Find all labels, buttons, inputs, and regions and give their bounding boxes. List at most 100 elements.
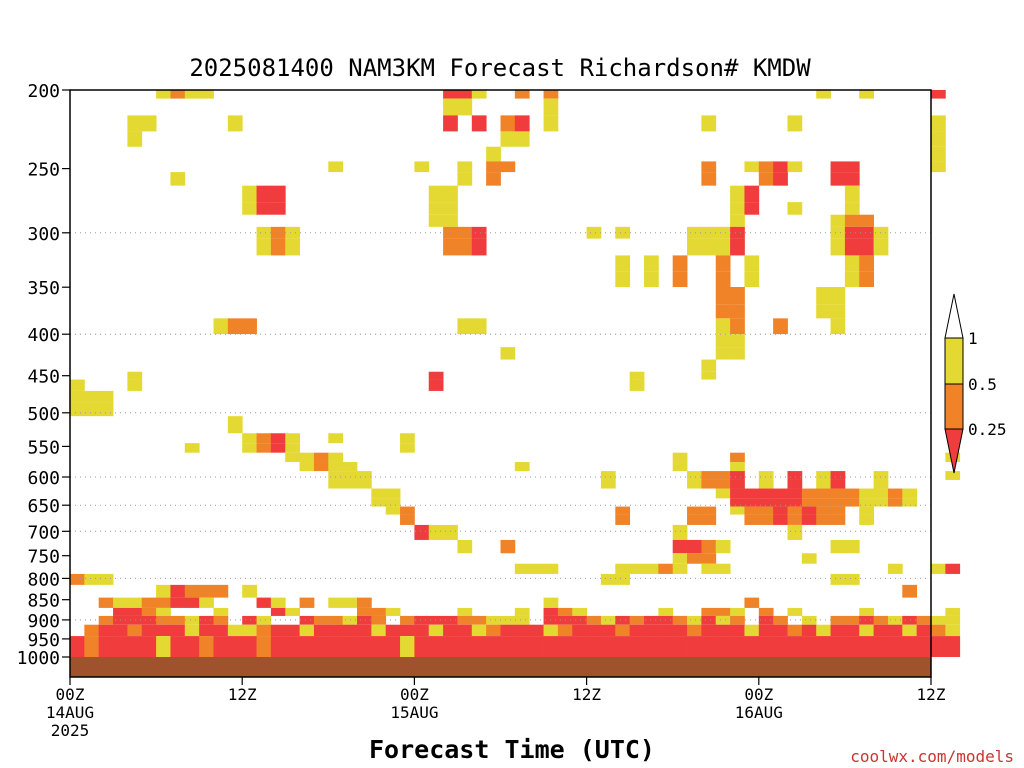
ri-cell xyxy=(687,514,702,525)
ri-cell xyxy=(701,161,717,173)
ri-cell xyxy=(715,255,731,272)
ri-cell xyxy=(830,318,846,335)
ri-cell xyxy=(787,202,803,215)
ri-cell xyxy=(414,636,430,657)
ri-cell xyxy=(385,498,401,507)
ri-cell xyxy=(457,238,473,256)
ri-cell xyxy=(687,636,702,657)
ri-cell xyxy=(127,371,143,380)
ri-cell xyxy=(644,563,659,574)
ri-cell xyxy=(701,539,717,554)
ri-cell xyxy=(887,488,903,499)
ri-cell xyxy=(514,131,530,147)
ri-cell xyxy=(730,462,745,472)
ri-cell xyxy=(199,636,214,657)
ri-cell xyxy=(313,462,329,472)
ri-cell xyxy=(557,607,573,616)
ri-cell xyxy=(715,539,731,554)
ri-cell xyxy=(658,607,674,616)
ri-cell xyxy=(830,514,846,525)
ri-cell xyxy=(687,624,702,637)
ri-cell xyxy=(357,615,372,625)
ground-layer xyxy=(70,657,931,677)
ri-cell xyxy=(443,90,458,99)
ri-cell xyxy=(801,615,817,625)
ri-cell xyxy=(859,498,874,507)
ri-cell xyxy=(486,172,501,186)
ri-cell xyxy=(256,202,272,215)
ri-cell xyxy=(844,238,860,256)
ri-cell xyxy=(70,390,85,403)
ri-cell xyxy=(457,624,473,637)
ri-cell xyxy=(844,226,860,239)
ri-cell xyxy=(830,479,846,489)
ri-cell xyxy=(701,115,717,132)
ri-cell xyxy=(600,636,616,657)
x-tick-label: 2025 xyxy=(51,721,90,740)
ri-cell xyxy=(715,624,731,637)
ri-cell xyxy=(586,624,602,637)
ri-cell xyxy=(270,433,286,444)
ri-cell xyxy=(414,524,430,540)
ri-cell xyxy=(328,433,344,444)
ri-cell xyxy=(127,636,143,657)
ri-cell xyxy=(787,524,803,540)
ri-cell xyxy=(931,115,946,132)
ri-cell xyxy=(227,115,243,132)
ri-cell xyxy=(84,624,100,637)
ri-cell xyxy=(385,607,401,616)
ri-cell xyxy=(357,471,372,480)
ri-cell xyxy=(873,479,889,489)
ri-cell xyxy=(701,172,717,186)
ri-cell xyxy=(715,287,731,305)
ri-cell xyxy=(400,506,415,515)
ri-cell xyxy=(945,624,961,637)
ri-cell xyxy=(600,615,616,625)
ri-cell xyxy=(184,624,200,637)
ri-cell xyxy=(730,202,745,215)
ri-cell xyxy=(830,498,846,507)
ri-cell xyxy=(730,238,745,256)
ri-cell xyxy=(113,597,128,608)
ri-cell xyxy=(615,514,631,525)
ri-cell xyxy=(342,597,358,608)
ri-cell xyxy=(615,573,631,585)
y-tick-label: 850 xyxy=(27,591,60,612)
ri-cell xyxy=(701,479,717,489)
ri-cell xyxy=(629,624,645,637)
ri-cell xyxy=(543,607,559,616)
y-tick-label: 950 xyxy=(27,630,60,651)
ri-cell xyxy=(830,624,846,637)
ri-cell xyxy=(227,416,243,434)
ri-cell xyxy=(830,304,846,319)
ri-cell xyxy=(730,334,745,348)
ri-cell xyxy=(357,597,372,608)
ri-cell xyxy=(902,498,918,507)
ri-cell xyxy=(687,226,702,239)
y-axis: 200 250 300 350 400 450 500 550 600 650 700 7508008… xyxy=(17,81,70,669)
ri-cell xyxy=(730,471,745,480)
ri-cell xyxy=(313,636,329,657)
ri-cell xyxy=(859,514,874,525)
ri-cell xyxy=(902,615,918,625)
ri-cell xyxy=(127,624,143,637)
ri-cell xyxy=(629,379,645,391)
ri-cell xyxy=(285,607,300,616)
ri-cell xyxy=(715,471,731,480)
ri-cell xyxy=(170,636,186,657)
ri-cell xyxy=(170,584,186,598)
ri-cell xyxy=(514,115,530,132)
ri-cell xyxy=(715,636,731,657)
ri-cell xyxy=(170,172,186,186)
ri-cell xyxy=(256,615,272,625)
ri-cell xyxy=(730,185,745,203)
legend-swatch-gt-1 xyxy=(944,293,964,339)
ri-cell xyxy=(730,498,745,507)
x-tick-label: 00Z xyxy=(744,685,773,704)
ri-cell xyxy=(801,636,817,657)
ri-cell xyxy=(98,573,114,585)
ri-cell xyxy=(600,471,616,480)
ri-cell xyxy=(371,636,387,657)
ri-cell xyxy=(687,539,702,554)
ri-cell xyxy=(730,615,745,625)
